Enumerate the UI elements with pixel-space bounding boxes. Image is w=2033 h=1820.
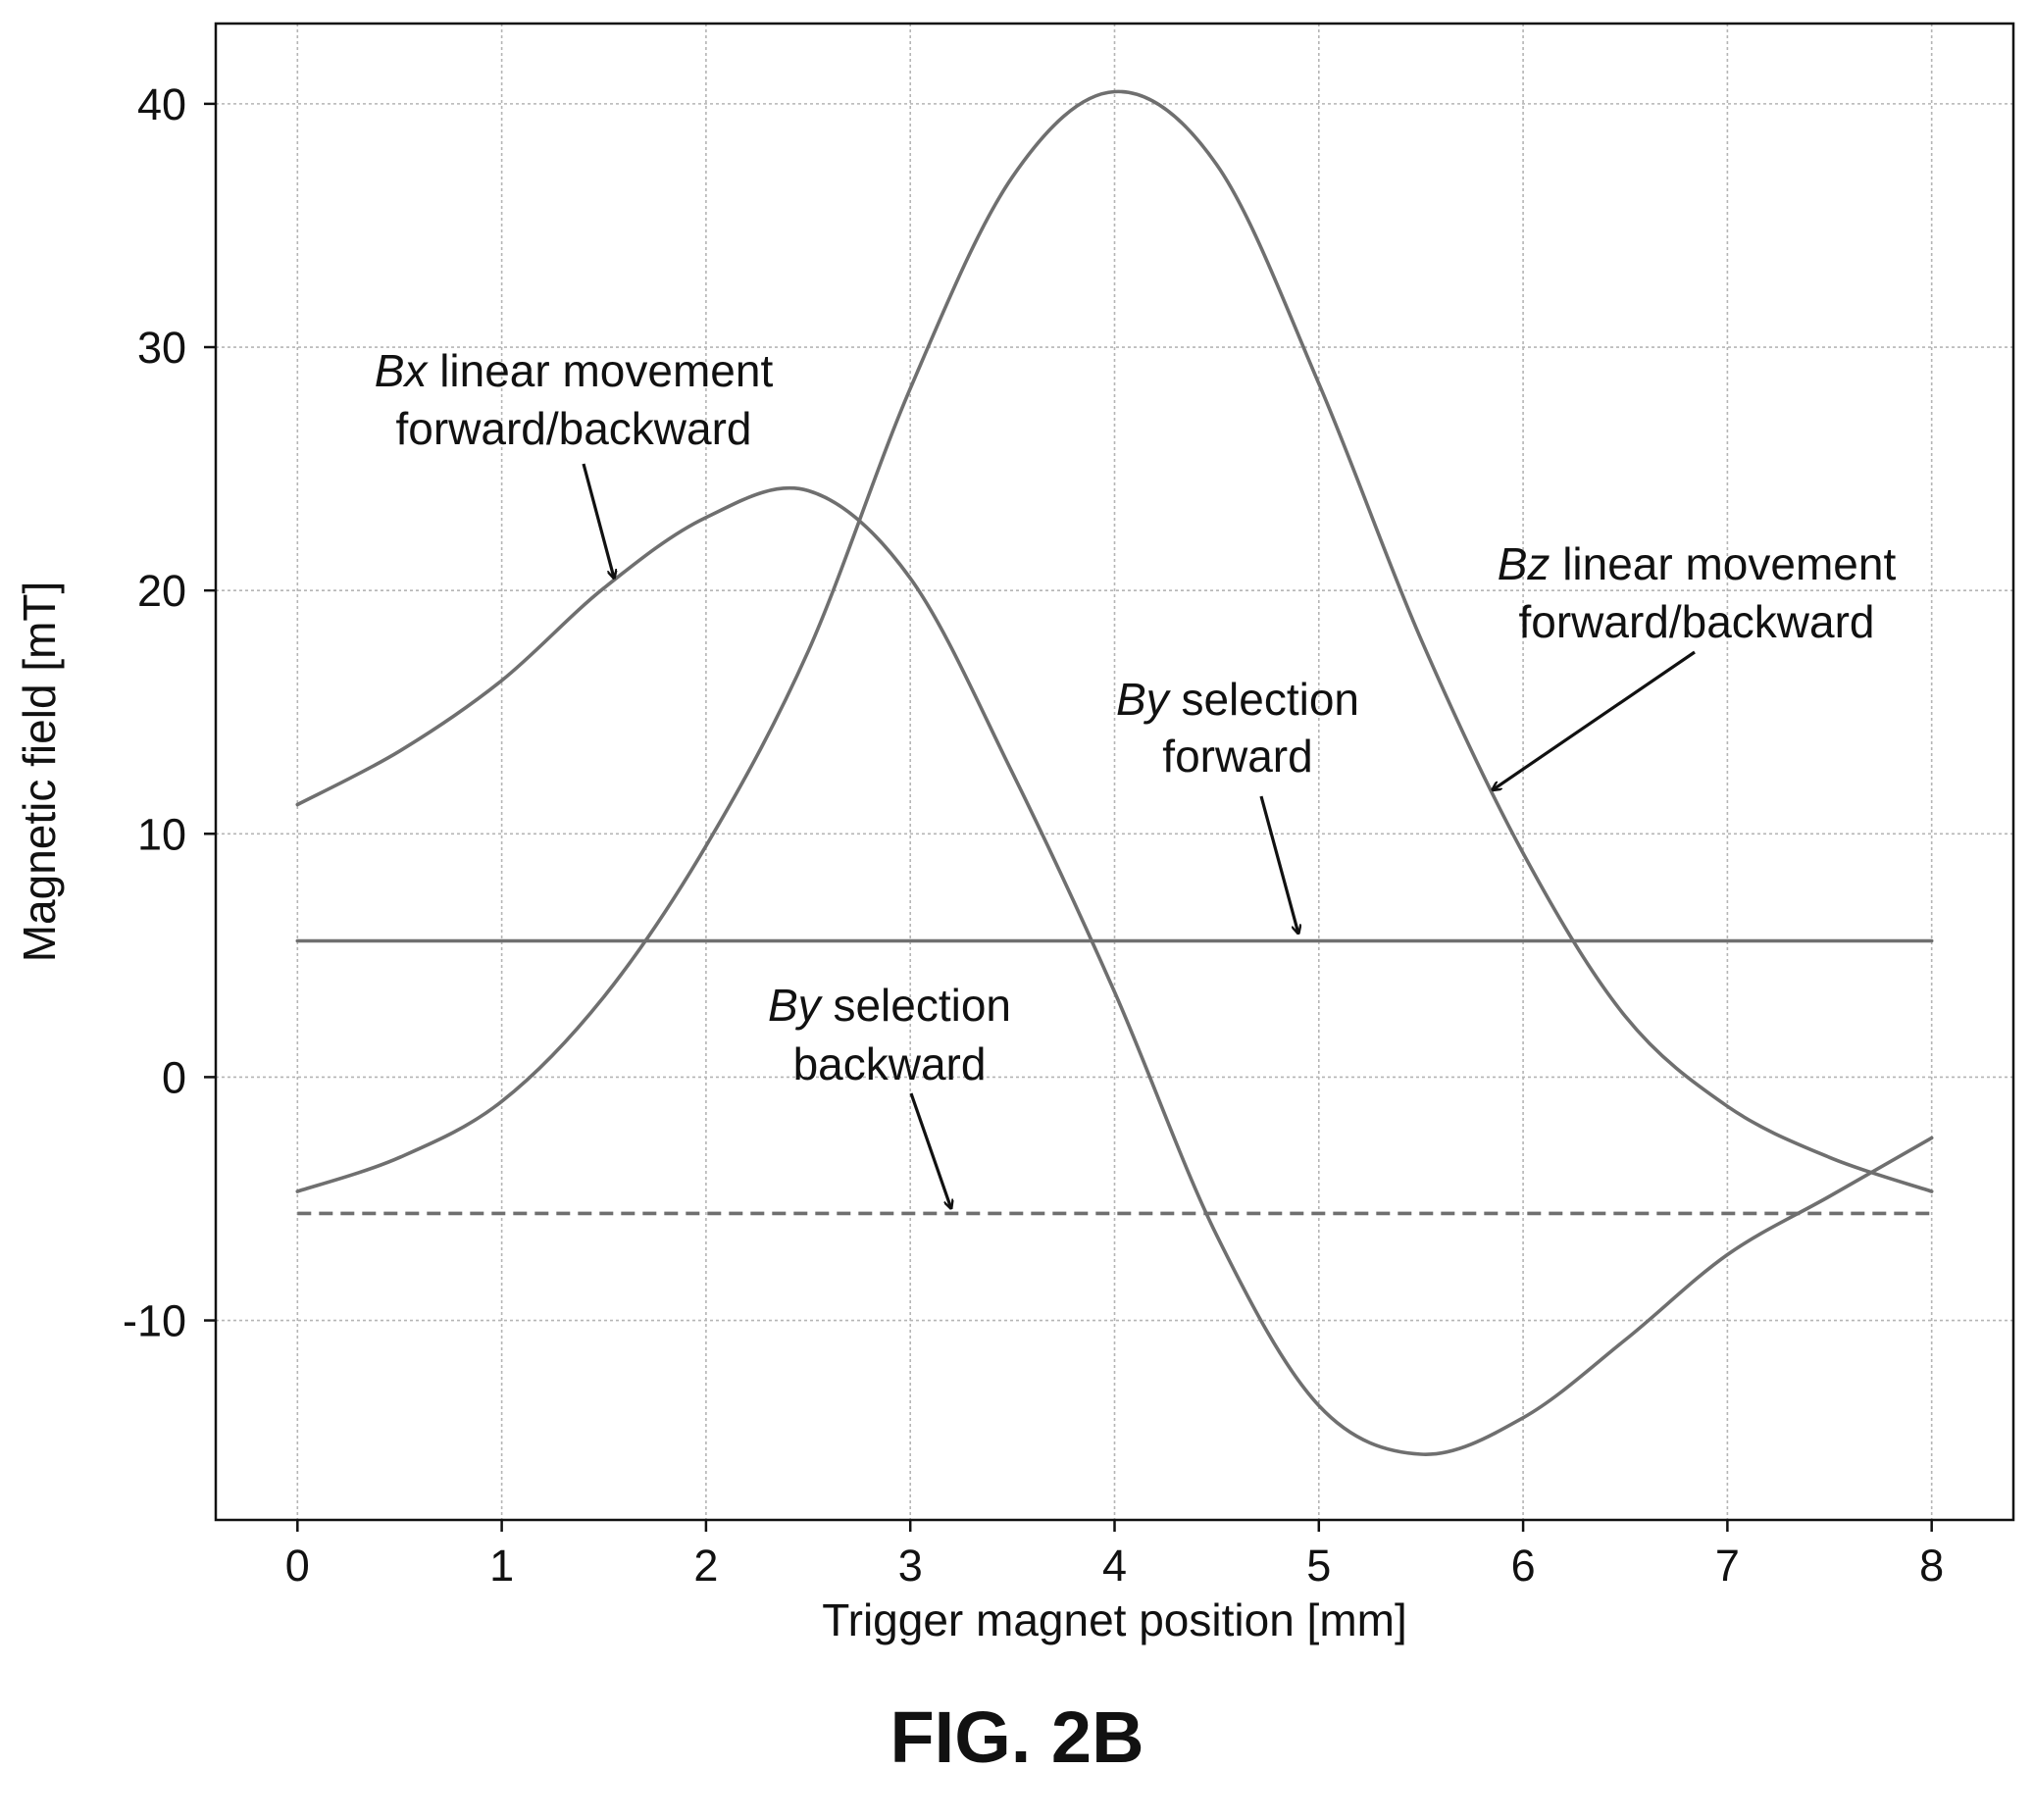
annotation-text-line: forward/backward	[1518, 596, 1874, 647]
x-tick-label: 1	[489, 1541, 514, 1591]
annotation-text-line: forward	[1162, 731, 1312, 782]
annotation-text-line: By selection	[768, 980, 1011, 1031]
x-tick-label: 0	[285, 1541, 310, 1591]
annotation-text-line: forward/backward	[395, 403, 751, 454]
annotation-arrow	[1493, 650, 1696, 790]
y-tick-label: 30	[137, 323, 186, 373]
x-tick-label: 5	[1306, 1541, 1331, 1591]
x-tick-label: 3	[898, 1541, 923, 1591]
annotation-text: forward/backward	[1518, 596, 1874, 647]
annotation-variable: By	[768, 980, 824, 1031]
bz-series-line	[295, 89, 1934, 1193]
y-tick-label: 10	[137, 809, 186, 859]
annotation-text: backward	[793, 1038, 987, 1089]
annotation-text-line: backward	[793, 1038, 987, 1089]
x-tick-label: 4	[1102, 1541, 1127, 1591]
annotation-variable: Bx	[375, 345, 430, 396]
x-tick-label: 8	[1919, 1541, 1944, 1591]
annotation-text: forward/backward	[395, 403, 751, 454]
annotation-arrow	[909, 1092, 951, 1208]
figure-label: FIG. 2B	[889, 1696, 1144, 1778]
axis-ticks: 0 1 2 3 4 5 6 7 8 -10 0 10 20 30 40	[123, 79, 1944, 1591]
annotation-variable: By	[1116, 674, 1172, 725]
bz-annotation: Bz linear movement forward/backward	[1493, 538, 1897, 790]
annotation-arrow	[1259, 795, 1298, 934]
y-tick-label: 0	[162, 1052, 186, 1102]
by-forward-annotation: By selection forward	[1116, 674, 1359, 934]
annotation-text: forward	[1162, 731, 1312, 782]
y-tick-label: 40	[137, 79, 186, 129]
annotation-text-line: Bz linear movement	[1498, 538, 1897, 589]
annotation-text: linear movement	[427, 345, 773, 396]
grid	[216, 24, 2013, 1520]
annotation-text: selection	[1169, 674, 1359, 725]
series-group	[295, 89, 1934, 1456]
annotation-text: selection	[821, 980, 1011, 1031]
by-backward-annotation: By selection backward	[768, 980, 1011, 1208]
bx-series-line	[295, 485, 1934, 1456]
x-tick-label: 6	[1511, 1541, 1536, 1591]
annotation-variable: Bz	[1498, 538, 1550, 589]
x-tick-label: 7	[1715, 1541, 1740, 1591]
annotation-text: linear movement	[1550, 538, 1896, 589]
y-tick-label: -10	[123, 1296, 186, 1346]
y-axis-title: Magnetic field [mT]	[14, 581, 65, 963]
y-tick-label: 20	[137, 566, 186, 616]
x-axis-title: Trigger magnet position [mm]	[822, 1594, 1407, 1645]
bx-annotation: Bx linear movement forward/backward	[375, 345, 774, 579]
annotation-arrow	[582, 463, 614, 579]
annotation-text-line: Bx linear movement	[375, 345, 774, 396]
x-tick-label: 2	[693, 1541, 718, 1591]
annotation-text-line: By selection	[1116, 674, 1359, 725]
